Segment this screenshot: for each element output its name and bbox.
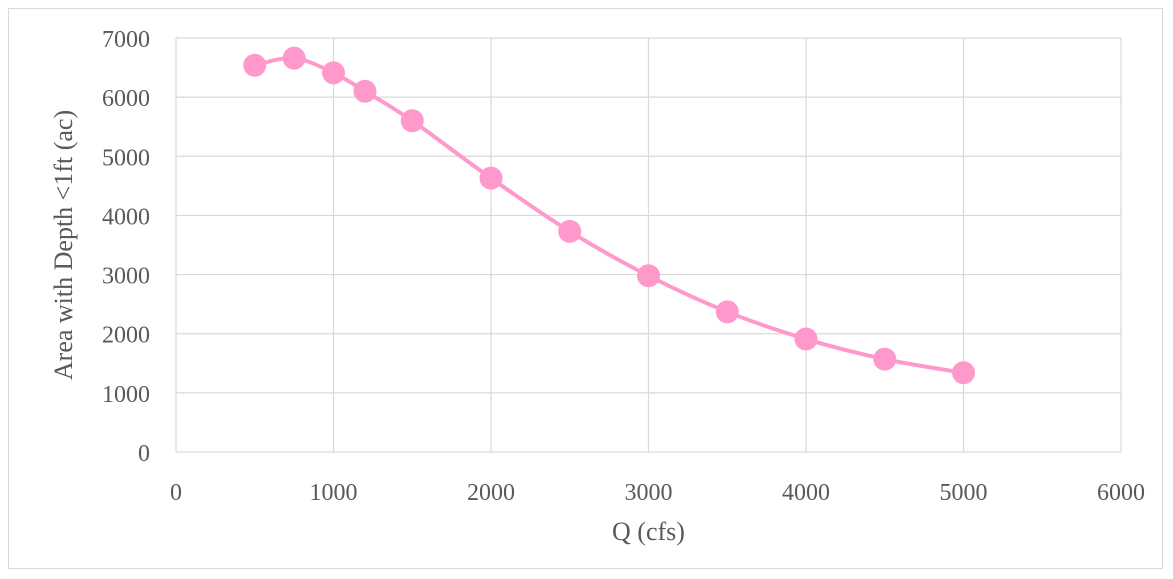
y-tick-label: 7000 bbox=[102, 27, 150, 53]
y-tick-label: 6000 bbox=[102, 86, 150, 112]
x-tick-label: 4000 bbox=[782, 480, 830, 506]
data-point bbox=[479, 166, 503, 190]
data-point bbox=[558, 219, 582, 243]
x-tick-label: 2000 bbox=[467, 480, 515, 506]
y-tick-label: 5000 bbox=[102, 145, 150, 171]
data-point bbox=[637, 264, 660, 288]
x-tick-label: 0 bbox=[170, 480, 182, 506]
x-axis-label: Q (cfs) bbox=[612, 517, 685, 546]
data-point bbox=[873, 347, 897, 371]
data-point bbox=[353, 79, 377, 103]
x-tick-label: 3000 bbox=[625, 480, 673, 506]
data-point bbox=[243, 53, 267, 77]
series-points bbox=[243, 46, 975, 385]
data-point bbox=[322, 61, 345, 85]
x-tick-label: 5000 bbox=[940, 480, 988, 506]
y-tick-label: 0 bbox=[138, 441, 150, 467]
y-tick-label: 3000 bbox=[102, 264, 150, 290]
data-point bbox=[400, 109, 424, 133]
data-point bbox=[794, 327, 818, 351]
y-tick-label: 1000 bbox=[102, 382, 150, 408]
x-tick-label: 6000 bbox=[1097, 480, 1145, 506]
y-tick-label: 4000 bbox=[102, 204, 150, 230]
chart-frame bbox=[8, 8, 1163, 569]
y-tick-labels: 0 1000 2000 3000 4000 5000 6000 7000 bbox=[102, 27, 150, 467]
x-tick-labels: 0 1000 2000 3000 4000 5000 6000 bbox=[170, 480, 1145, 506]
y-tick-label: 2000 bbox=[102, 323, 150, 349]
x-tick-label: 1000 bbox=[310, 480, 358, 506]
data-point bbox=[715, 300, 739, 324]
y-axis-label: Area with Depth <1ft (ac) bbox=[49, 110, 78, 380]
data-point bbox=[952, 361, 975, 385]
data-point bbox=[282, 46, 306, 70]
gridlines bbox=[175, 37, 1122, 453]
